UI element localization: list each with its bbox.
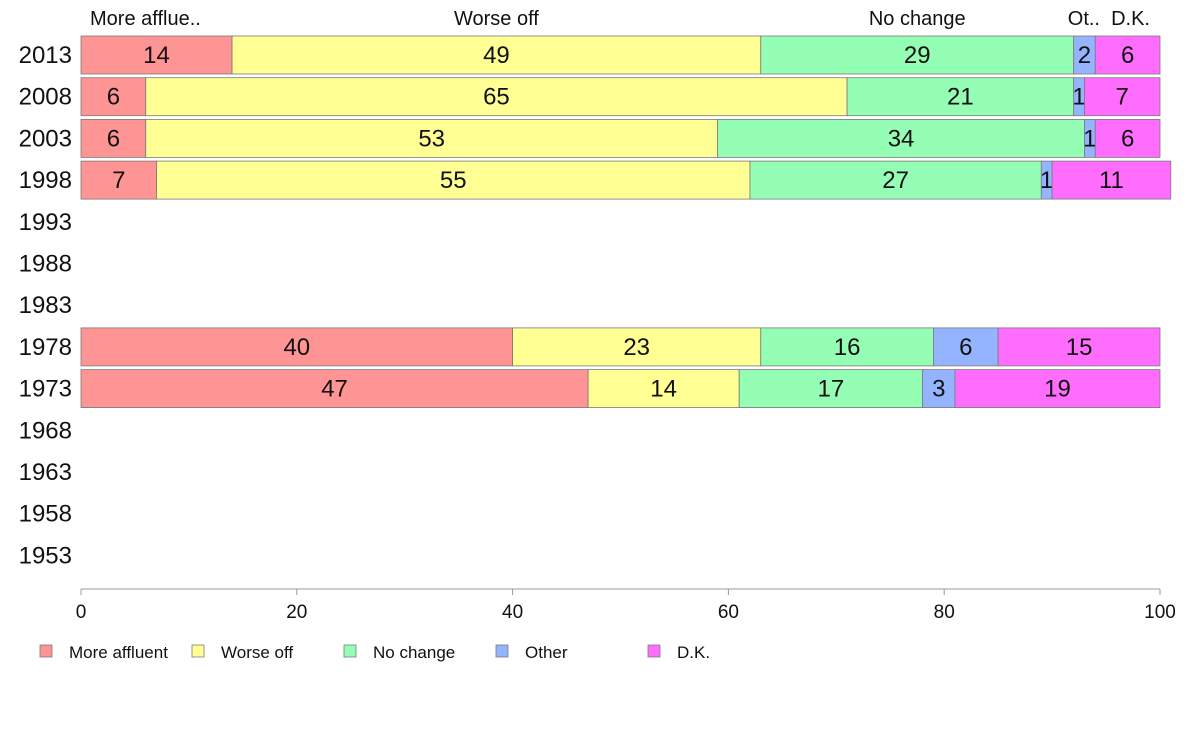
year-label: 1953 bbox=[19, 542, 72, 569]
bar-segment bbox=[717, 119, 1085, 158]
data-label: 6 bbox=[959, 334, 972, 361]
year-label: 1958 bbox=[19, 501, 72, 528]
bar-segment bbox=[156, 160, 751, 200]
legend-swatch bbox=[495, 644, 509, 658]
column-header: D.K. bbox=[1111, 8, 1150, 30]
year-label: 1998 bbox=[19, 167, 72, 194]
data-label: 17 bbox=[818, 376, 845, 403]
data-label: 49 bbox=[483, 42, 510, 69]
x-tick-label: 60 bbox=[718, 602, 739, 623]
data-label: 6 bbox=[107, 84, 120, 111]
data-label: 2 bbox=[1078, 42, 1091, 69]
data-label: 19 bbox=[1044, 376, 1071, 403]
data-label: 7 bbox=[112, 167, 125, 194]
data-label: 1 bbox=[1072, 84, 1085, 111]
column-header: Ot.. bbox=[1068, 8, 1100, 30]
year-label: 1973 bbox=[19, 376, 72, 403]
bar-segment bbox=[997, 327, 1161, 367]
bar-segment bbox=[512, 327, 762, 367]
year-label: 1983 bbox=[19, 292, 72, 319]
x-tick-label: 100 bbox=[1144, 602, 1176, 623]
legend-label: Worse off bbox=[221, 643, 293, 662]
data-label: 1 bbox=[1040, 167, 1053, 194]
column-headers: More afflue.. Worse off No change Ot.. D.K. bbox=[90, 8, 1150, 30]
bar-segment bbox=[145, 77, 848, 117]
bar-segment bbox=[933, 327, 999, 367]
column-header: More afflue.. bbox=[90, 8, 201, 30]
data-label: 6 bbox=[107, 125, 120, 152]
legend-label: More affluent bbox=[69, 643, 168, 662]
bar-segment bbox=[1094, 119, 1161, 158]
legend: More affluent Worse off No change Other D.K. bbox=[39, 643, 710, 662]
year-label: 2013 bbox=[19, 42, 72, 69]
legend-swatch bbox=[647, 644, 661, 658]
bar-segment bbox=[145, 119, 719, 158]
bar-segment bbox=[760, 35, 1075, 75]
data-label: 7 bbox=[1116, 84, 1129, 111]
bar-segment bbox=[587, 369, 740, 409]
x-axis: 0 20 40 60 80 100 bbox=[76, 588, 1176, 623]
data-label: 65 bbox=[483, 84, 510, 111]
data-label: 29 bbox=[904, 42, 931, 69]
x-tick-label: 0 bbox=[76, 602, 87, 623]
data-label: 47 bbox=[321, 376, 348, 403]
legend-swatch bbox=[343, 644, 357, 658]
legend-swatch bbox=[191, 644, 205, 658]
x-tick-label: 40 bbox=[502, 602, 523, 623]
bar-segment bbox=[749, 160, 1042, 200]
legend-label: No change bbox=[373, 643, 455, 662]
data-label: 34 bbox=[888, 125, 915, 152]
data-label: 40 bbox=[283, 334, 310, 361]
data-label: 6 bbox=[1121, 125, 1134, 152]
data-label: 55 bbox=[440, 167, 467, 194]
bar-segment bbox=[80, 77, 147, 117]
x-tick-label: 20 bbox=[286, 602, 307, 623]
data-label: 11 bbox=[1099, 167, 1124, 194]
data-label: 15 bbox=[1066, 334, 1093, 361]
legend-swatch bbox=[39, 644, 53, 658]
bar-segment bbox=[1094, 35, 1161, 75]
year-label: 1988 bbox=[19, 251, 72, 278]
data-label: 3 bbox=[932, 376, 945, 403]
bar-segment bbox=[80, 119, 147, 158]
bar-segment bbox=[80, 160, 157, 200]
data-label: 1 bbox=[1083, 125, 1096, 152]
data-label: 16 bbox=[834, 334, 861, 361]
year-label: 1978 bbox=[19, 334, 72, 361]
data-label: 27 bbox=[882, 167, 909, 194]
column-header: No change bbox=[869, 8, 966, 30]
year-labels: 2013 2008 2003 1998 1993 1988 1983 1978 1973 1968… bbox=[19, 42, 72, 569]
bar-segment bbox=[231, 35, 762, 75]
x-tick-label: 80 bbox=[934, 602, 955, 623]
year-label: 1993 bbox=[19, 209, 72, 236]
bar-segment bbox=[80, 369, 589, 409]
data-label: 21 bbox=[947, 84, 974, 111]
bar-segment bbox=[760, 327, 934, 367]
bar-segment bbox=[80, 35, 233, 75]
year-label: 1963 bbox=[19, 459, 72, 486]
data-label: 23 bbox=[623, 334, 650, 361]
legend-label: Other bbox=[525, 643, 568, 662]
year-label: 2003 bbox=[19, 125, 72, 152]
bar-segment bbox=[922, 369, 956, 409]
data-label: 14 bbox=[650, 376, 677, 403]
legend-label: D.K. bbox=[677, 643, 710, 662]
data-label: 6 bbox=[1121, 42, 1134, 69]
data-label: 14 bbox=[143, 42, 170, 69]
bar-segment bbox=[1084, 77, 1161, 117]
column-header: Worse off bbox=[454, 8, 539, 30]
bar-segment bbox=[80, 327, 514, 367]
bar-segment bbox=[954, 369, 1161, 409]
bar-segment bbox=[738, 369, 924, 409]
year-label: 2008 bbox=[19, 84, 72, 111]
bar-segment bbox=[846, 77, 1075, 117]
bar-segment bbox=[1051, 160, 1172, 200]
year-label: 1968 bbox=[19, 417, 72, 444]
data-label: 53 bbox=[418, 125, 445, 152]
